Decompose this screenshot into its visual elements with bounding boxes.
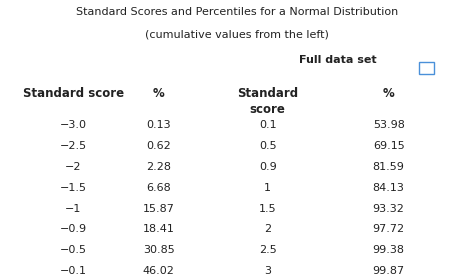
Text: 0.13: 0.13	[146, 120, 171, 130]
Text: 99.87: 99.87	[373, 266, 405, 276]
Text: 6.68: 6.68	[146, 183, 171, 193]
Text: −1: −1	[65, 204, 82, 214]
Text: 1: 1	[264, 183, 271, 193]
Text: 93.32: 93.32	[373, 204, 405, 214]
Text: 46.02: 46.02	[143, 266, 175, 276]
Text: Standard Scores and Percentiles for a Normal Distribution: Standard Scores and Percentiles for a No…	[76, 7, 398, 17]
Text: 1.5: 1.5	[259, 204, 277, 214]
Text: −0.5: −0.5	[60, 245, 87, 255]
Text: −2.5: −2.5	[60, 141, 87, 151]
FancyBboxPatch shape	[419, 62, 434, 74]
Text: Full data set: Full data set	[299, 55, 376, 65]
Text: 3: 3	[264, 266, 271, 276]
Text: 81.59: 81.59	[373, 162, 405, 172]
Text: −2: −2	[65, 162, 82, 172]
Text: 2.28: 2.28	[146, 162, 171, 172]
Text: (cumulative values from the left): (cumulative values from the left)	[145, 29, 329, 39]
Text: Standard
score: Standard score	[237, 87, 298, 116]
Text: 15.87: 15.87	[143, 204, 175, 214]
Text: 18.41: 18.41	[143, 224, 175, 234]
Text: %: %	[153, 87, 164, 100]
Text: 2: 2	[264, 224, 272, 234]
Text: 30.85: 30.85	[143, 245, 174, 255]
Text: −1.5: −1.5	[60, 183, 87, 193]
Text: 84.13: 84.13	[373, 183, 405, 193]
Text: Standard score: Standard score	[23, 87, 124, 100]
Text: 0.9: 0.9	[259, 162, 277, 172]
Text: −3.0: −3.0	[60, 120, 87, 130]
Text: 0.5: 0.5	[259, 141, 277, 151]
Text: %: %	[383, 87, 394, 100]
Text: 53.98: 53.98	[373, 120, 405, 130]
Text: 0.62: 0.62	[146, 141, 171, 151]
Text: 69.15: 69.15	[373, 141, 404, 151]
Text: 99.38: 99.38	[373, 245, 405, 255]
Text: 97.72: 97.72	[373, 224, 405, 234]
Text: 0.1: 0.1	[259, 120, 277, 130]
Text: 2.5: 2.5	[259, 245, 277, 255]
Text: −0.1: −0.1	[60, 266, 87, 276]
Text: −0.9: −0.9	[60, 224, 87, 234]
